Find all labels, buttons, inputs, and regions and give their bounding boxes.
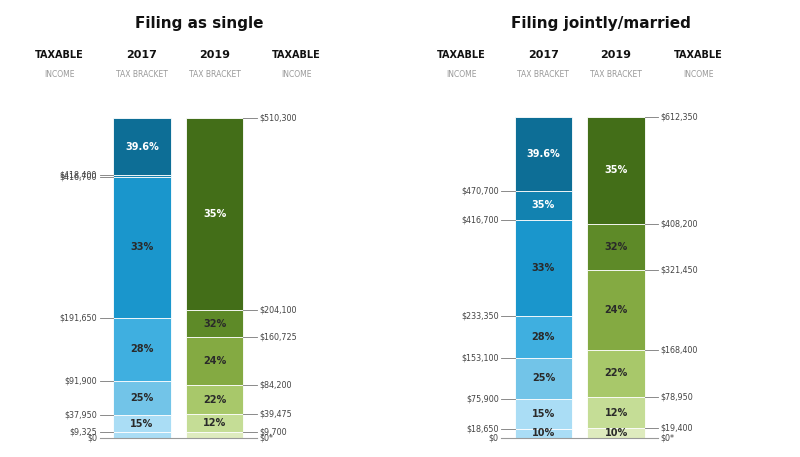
Text: 15%: 15% <box>532 409 555 419</box>
Bar <box>113 176 170 318</box>
Text: INCOME: INCOME <box>683 70 714 79</box>
Text: 12%: 12% <box>203 418 226 428</box>
Text: TAX BRACKET: TAX BRACKET <box>590 70 642 79</box>
Text: 33%: 33% <box>130 242 154 252</box>
Text: 35%: 35% <box>605 165 628 175</box>
Text: 10%: 10% <box>532 429 555 438</box>
Text: TAXABLE: TAXABLE <box>674 50 722 60</box>
Text: $416,700: $416,700 <box>461 215 498 224</box>
Text: TAX BRACKET: TAX BRACKET <box>189 70 241 79</box>
Text: 22%: 22% <box>605 368 628 378</box>
Text: 35%: 35% <box>203 209 226 219</box>
Text: $418,400: $418,400 <box>60 171 97 180</box>
Text: $470,700: $470,700 <box>461 187 498 196</box>
Bar <box>514 429 572 438</box>
Text: 24%: 24% <box>605 305 628 315</box>
Bar <box>186 385 243 414</box>
Text: $191,650: $191,650 <box>59 314 97 323</box>
Text: $0*: $0* <box>259 434 274 443</box>
Bar <box>514 219 572 316</box>
Text: $9,700: $9,700 <box>259 428 287 437</box>
Bar <box>587 397 645 428</box>
Text: $612,350: $612,350 <box>661 112 698 121</box>
Text: 2019: 2019 <box>601 50 631 60</box>
Bar <box>514 191 572 219</box>
Text: 39.6%: 39.6% <box>125 142 158 152</box>
Bar <box>113 175 170 176</box>
Text: 12%: 12% <box>605 408 628 418</box>
Bar <box>587 117 645 224</box>
Text: 10%: 10% <box>605 428 628 438</box>
Text: INCOME: INCOME <box>44 70 75 79</box>
Text: $510,300: $510,300 <box>259 113 297 122</box>
Bar <box>514 117 572 191</box>
Bar <box>514 316 572 358</box>
Text: $84,200: $84,200 <box>259 381 292 390</box>
Bar <box>186 310 243 337</box>
Bar <box>186 432 243 438</box>
Text: $408,200: $408,200 <box>661 219 698 228</box>
Text: $233,350: $233,350 <box>461 311 498 320</box>
Text: 2017: 2017 <box>528 50 559 60</box>
Text: $160,725: $160,725 <box>259 333 297 342</box>
Text: 22%: 22% <box>203 394 226 404</box>
Bar <box>186 118 243 310</box>
Text: TAX BRACKET: TAX BRACKET <box>116 70 168 79</box>
Text: $321,450: $321,450 <box>661 265 698 274</box>
Text: $416,700: $416,700 <box>60 172 97 181</box>
Text: $204,100: $204,100 <box>259 306 297 314</box>
Bar <box>113 432 170 438</box>
Text: $75,900: $75,900 <box>466 394 498 403</box>
Text: 24%: 24% <box>203 356 226 367</box>
Text: $0: $0 <box>87 434 97 443</box>
Bar <box>514 399 572 429</box>
Text: TAXABLE: TAXABLE <box>272 50 321 60</box>
Text: 15%: 15% <box>130 419 154 429</box>
Bar <box>113 318 170 381</box>
Text: $168,400: $168,400 <box>661 345 698 355</box>
Text: INCOME: INCOME <box>446 70 477 79</box>
Text: Filing as single: Filing as single <box>135 16 263 31</box>
Text: 25%: 25% <box>130 393 154 403</box>
Text: Filing jointly/married: Filing jointly/married <box>511 16 690 31</box>
Bar <box>587 350 645 397</box>
Text: TAXABLE: TAXABLE <box>437 50 486 60</box>
Text: 28%: 28% <box>130 344 154 354</box>
Bar <box>113 414 170 432</box>
Bar <box>587 270 645 350</box>
Text: $153,100: $153,100 <box>461 353 498 362</box>
Text: 25%: 25% <box>532 373 555 383</box>
Bar <box>113 381 170 414</box>
Bar <box>587 428 645 438</box>
Text: TAX BRACKET: TAX BRACKET <box>518 70 570 79</box>
Text: 28%: 28% <box>532 332 555 342</box>
Bar <box>113 118 170 175</box>
Text: $91,900: $91,900 <box>65 376 97 385</box>
Text: $39,475: $39,475 <box>259 409 292 418</box>
Text: 39.6%: 39.6% <box>526 149 560 159</box>
Text: TAXABLE: TAXABLE <box>35 50 84 60</box>
Bar <box>186 337 243 385</box>
Text: 2019: 2019 <box>199 50 230 60</box>
Bar <box>186 414 243 432</box>
Text: 32%: 32% <box>203 319 226 329</box>
Text: 35%: 35% <box>532 200 555 210</box>
Bar <box>514 358 572 399</box>
Text: INCOME: INCOME <box>282 70 312 79</box>
Text: $0: $0 <box>489 434 498 443</box>
Text: $9,325: $9,325 <box>70 428 97 437</box>
Text: $19,400: $19,400 <box>661 424 694 433</box>
Bar <box>587 224 645 270</box>
Text: 2017: 2017 <box>126 50 158 60</box>
Text: $0*: $0* <box>661 434 675 443</box>
Text: 32%: 32% <box>605 242 628 252</box>
Text: $78,950: $78,950 <box>661 393 694 401</box>
Text: 33%: 33% <box>532 263 555 273</box>
Text: $18,650: $18,650 <box>466 424 498 433</box>
Text: $37,950: $37,950 <box>64 410 97 419</box>
